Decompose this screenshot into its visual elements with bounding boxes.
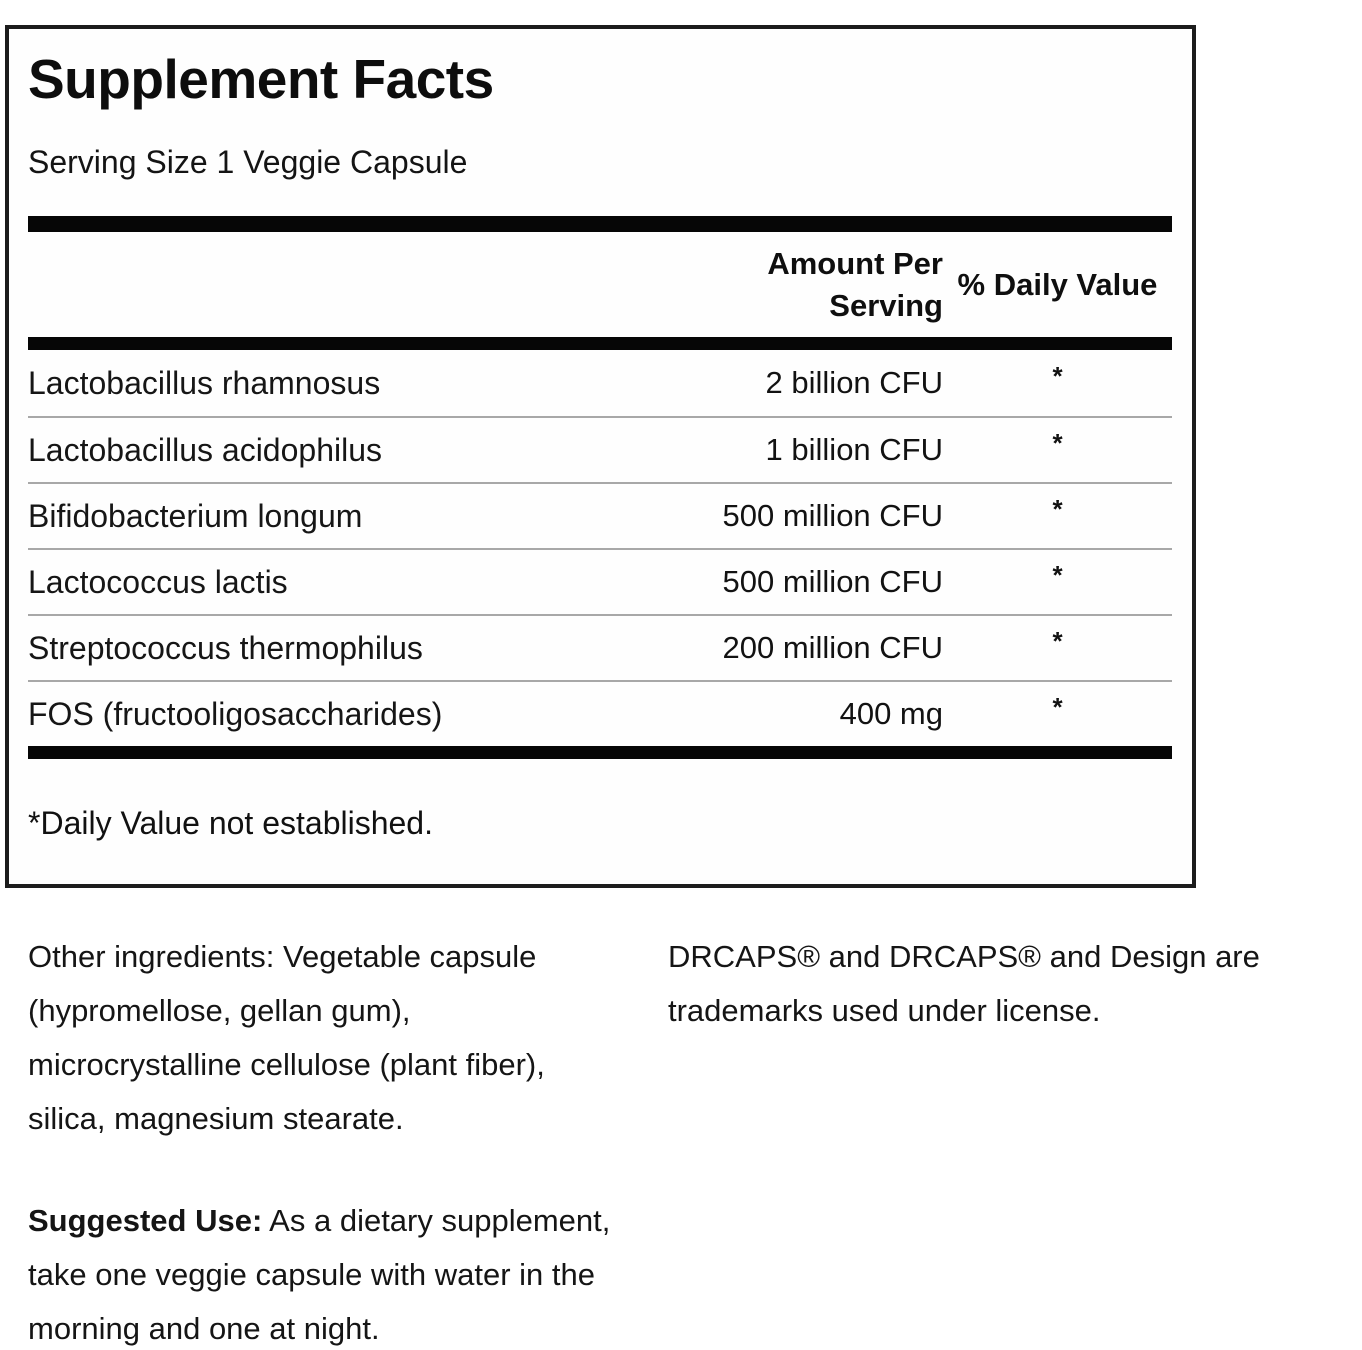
amount-per-serving-header: Amount Per Serving (28, 243, 943, 327)
table-row: Bifidobacterium longum 500 million CFU * (28, 482, 1172, 548)
nutrient-amount: 1 billion CFU (765, 432, 943, 468)
table-row: FOS (fructooligosaccharides) 400 mg * (28, 680, 1172, 746)
nutrient-name: Streptococcus thermophilus (28, 629, 423, 666)
suggested-use-line: morning and one at night. (28, 1311, 380, 1346)
nutrient-daily-value: * (1052, 360, 1063, 391)
divider-bar-header (28, 337, 1172, 351)
label-details-section: Other ingredients: Vegetable capsule (hy… (28, 930, 1362, 1350)
supplement-facts-panel: Supplement Facts Serving Size 1 Veggie C… (5, 25, 1196, 888)
nutrient-name: Lactobacillus rhamnosus (28, 364, 381, 401)
nutrient-amount: 500 million CFU (722, 498, 943, 534)
table-row: Lactococcus lactis 500 million CFU * (28, 548, 1172, 614)
details-left-column: Other ingredients: Vegetable capsule (hy… (28, 930, 668, 1350)
nutrient-amount: 500 million CFU (722, 564, 943, 600)
nutrient-daily-value: * (1052, 691, 1063, 722)
table-row: Streptococcus thermophilus 200 million C… (28, 614, 1172, 680)
amount-header-line2: Serving (829, 287, 943, 323)
daily-value-footnote: *Daily Value not established. (28, 805, 433, 842)
other-ingredients-line: microcrystalline cellulose (plant fiber)… (28, 1047, 545, 1082)
other-ingredients: Other ingredients: Vegetable capsule (hy… (28, 930, 668, 1146)
daily-value-header: % Daily Value (957, 266, 1158, 302)
nutrient-name: FOS (fructooligosaccharides) (28, 695, 443, 732)
nutrient-name: Lactobacillus acidophilus (28, 431, 382, 468)
suggested-use: Suggested Use: As a dietary supplement, … (28, 1194, 668, 1350)
trademark-note: DRCAPS® and DRCAPS® and Design are trade… (668, 930, 1362, 1038)
nutrient-daily-value: * (1052, 559, 1063, 590)
divider-bar-bottom (28, 746, 1172, 760)
panel-title: Supplement Facts (28, 48, 494, 110)
nutrient-name: Bifidobacterium longum (28, 497, 363, 534)
table-header: Amount Per Serving % Daily Value (28, 232, 1172, 337)
nutrient-amount: 400 mg (839, 696, 943, 732)
suggested-use-label: Suggested Use: (28, 1203, 263, 1238)
table-row: Lactobacillus acidophilus 1 billion CFU … (28, 416, 1172, 482)
other-ingredients-line: silica, magnesium stearate. (28, 1101, 404, 1136)
nutrient-daily-value: * (1052, 625, 1063, 656)
serving-size: Serving Size 1 Veggie Capsule (28, 143, 468, 180)
other-ingredients-line: (hypromellose, gellan gum), (28, 993, 411, 1028)
nutrient-name: Lactococcus lactis (28, 563, 288, 600)
divider-bar-top (28, 216, 1172, 233)
suggested-use-line: Suggested Use: As a dietary supplement, (28, 1194, 668, 1248)
nutrient-amount: 200 million CFU (722, 630, 943, 666)
other-ingredients-line: Other ingredients: Vegetable capsule (28, 939, 537, 974)
suggested-use-line: take one veggie capsule with water in th… (28, 1257, 595, 1292)
table-row: Lactobacillus rhamnosus 2 billion CFU * (28, 350, 1172, 416)
amount-header-line1: Amount Per (767, 245, 943, 281)
suggested-use-text: As a dietary supplement, (262, 1203, 611, 1238)
details-right-column: DRCAPS® and DRCAPS® and Design are trade… (668, 930, 1362, 1350)
nutrient-daily-value: * (1052, 493, 1063, 524)
trademark-note-line: trademarks used under license. (668, 993, 1101, 1028)
nutrient-daily-value: * (1052, 427, 1063, 458)
nutrient-amount: 2 billion CFU (765, 365, 943, 401)
trademark-note-line: DRCAPS® and DRCAPS® and Design are (668, 939, 1260, 974)
